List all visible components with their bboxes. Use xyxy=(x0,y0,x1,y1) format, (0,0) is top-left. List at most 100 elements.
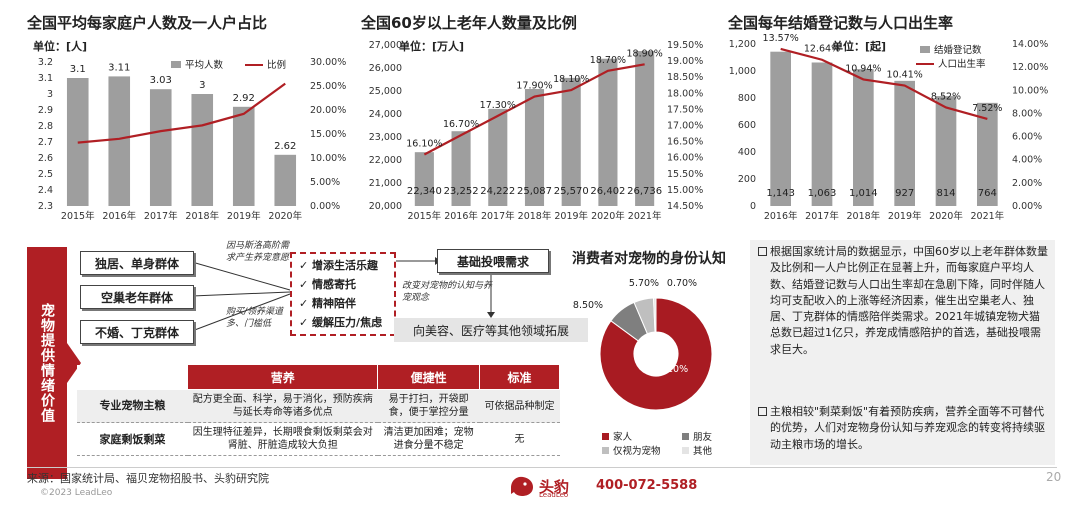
table-row: 专业宠物主粮 配方更全面、科学，易于消化，预防疾病与延长寿命等诸多优点 易于打扫… xyxy=(77,389,560,423)
y2-tick-label: 19.50% xyxy=(667,40,703,51)
bar-value-label: 2.92 xyxy=(233,93,255,104)
legend-bar-label: 平均人数 xyxy=(185,59,224,71)
line-value-label: 18.70% xyxy=(590,55,626,66)
bar-value-label: 927 xyxy=(895,188,914,199)
x-tick-label: 2019年 xyxy=(227,210,261,222)
bar xyxy=(108,76,131,207)
phone-number: 400-072-5588 xyxy=(596,478,698,493)
note-maslow: 因马斯洛高阶需求产生养宠意愿 xyxy=(226,241,290,263)
chart3-marriage: 1,200 1,000 800 600 400 200 0 14.00% 12.00% 10.00… xyxy=(729,34,1048,222)
bar-value-label: 26,736 xyxy=(627,186,662,197)
table-corner xyxy=(77,364,188,390)
bar xyxy=(488,108,508,206)
y-tick-label: 800 xyxy=(738,93,756,104)
x-tick-label: 2018年 xyxy=(846,210,880,222)
summary-bullet-1: 根据国家统计局的数据显示，中国60岁以上老年群体数量及比例和一人户比例正在显著上… xyxy=(758,244,1048,358)
legend-swatch xyxy=(682,433,689,440)
line-series xyxy=(77,82,286,144)
bar xyxy=(853,69,874,206)
legend-bar-swatch xyxy=(171,61,181,68)
row-name: 专业宠物主粮 xyxy=(77,389,188,423)
slice-value-label: 8.50% xyxy=(573,300,603,311)
x-tick-label: 2017年 xyxy=(144,210,178,222)
line-value-label: 16.70% xyxy=(443,119,479,130)
y2-tick-label: 0.00% xyxy=(310,201,340,212)
footer-rule xyxy=(27,467,1057,468)
y2-tick-label: 15.00% xyxy=(310,129,346,140)
y2-tick-label: 17.00% xyxy=(667,121,703,132)
line-value-label: 12.64% xyxy=(804,44,840,55)
y2-tick-label: 5.00% xyxy=(310,177,340,188)
bar-value-label: 1,143 xyxy=(766,188,795,199)
x-tick-label: 2017年 xyxy=(481,210,515,222)
y-tick-label: 2.8 xyxy=(38,121,53,132)
y-tick-label: 600 xyxy=(738,120,756,131)
y2-tick-label: 14.50% xyxy=(667,201,703,212)
bar-value-label: 25,570 xyxy=(554,186,589,197)
table-row: 家庭剩饭剩菜 因生理特征差异，长期喂食剩饭剩菜会对肾脏、肝脏造成较大负担 清洁更… xyxy=(77,422,560,456)
brand-logo: 头豹 LeadLeo xyxy=(509,474,570,499)
x-tick-label: 2021年 xyxy=(970,210,1004,222)
bar-value-label: 2.62 xyxy=(274,141,296,152)
row-name: 家庭剩饭剩菜 xyxy=(77,422,188,456)
cell-nutrition: 配方更全面、科学，易于消化，预防疾病与延长寿命等诸多优点 xyxy=(187,389,378,423)
bar xyxy=(770,51,791,206)
y2-tick-label: 15.00% xyxy=(667,185,703,196)
y2-tick-label: 25.00% xyxy=(310,81,346,92)
slice-value-label: 5.70% xyxy=(629,278,659,289)
bar xyxy=(894,80,915,206)
line-value-label: 16.10% xyxy=(406,138,442,149)
summary-panel: 根据国家统计局的数据显示，中国60岁以上老年群体数量及比例和一人户比例正在显著上… xyxy=(750,240,1055,465)
brand-name: 头豹 xyxy=(539,477,570,496)
donut-title: 消费者对宠物的身份认知 xyxy=(572,251,726,267)
y2-tick-label: 16.50% xyxy=(667,137,703,148)
x-tick-label: 2020年 xyxy=(929,210,963,222)
legend-bar-label: 结婚登记数 xyxy=(934,44,982,56)
legend-line-label: 比例 xyxy=(267,59,286,71)
need-3: ✓ 精神陪伴 xyxy=(299,297,357,310)
x-tick-label: 2015年 xyxy=(61,210,95,222)
basic-feeding-box: 基础投喂需求 xyxy=(437,249,549,273)
cell-convenience: 易于打扫，开袋即食，便于掌控分量 xyxy=(377,389,480,423)
cell-standard: 无 xyxy=(479,422,560,456)
group-single: 独居、单身群体 xyxy=(80,251,194,275)
y-tick-label: 2.9 xyxy=(38,105,53,116)
cell-convenience: 清洁更加困难；宠物进食分量不稳定 xyxy=(377,422,480,456)
note-change: 改变对宠物的认知与养宠观念 xyxy=(402,281,493,303)
bar-value-label: 3.1 xyxy=(70,64,86,75)
bar-value-label: 25,087 xyxy=(517,186,552,197)
x-tick-label: 2019年 xyxy=(554,210,588,222)
legend-label: 家人 xyxy=(613,431,633,443)
y-tick-label: 23,000 xyxy=(369,132,402,143)
y2-tick-label: 4.00% xyxy=(1012,155,1042,166)
y2-tick-label: 18.00% xyxy=(667,88,703,99)
bar-value-label: 1,063 xyxy=(808,188,837,199)
legend-swatch xyxy=(682,447,689,454)
y-tick-label: 2.3 xyxy=(38,201,53,212)
x-tick-label: 2020年 xyxy=(268,210,302,222)
bar-value-label: 3.03 xyxy=(150,75,172,86)
y2-tick-label: 0.00% xyxy=(1012,201,1042,212)
bar-value-label: 24,222 xyxy=(480,186,515,197)
legend-label: 仅视为宠物 xyxy=(613,445,661,457)
y-tick-label: 2.6 xyxy=(38,153,53,164)
x-tick-label: 2016年 xyxy=(764,210,798,222)
line-value-label: 8.52% xyxy=(931,91,961,102)
y2-tick-label: 20.00% xyxy=(310,105,346,116)
legend-line-label: 人口出生率 xyxy=(938,58,986,70)
bar xyxy=(451,131,471,206)
y2-tick-label: 18.50% xyxy=(667,72,703,83)
th-convenience: 便捷性 xyxy=(377,364,481,390)
y-tick-label: 3.1 xyxy=(38,73,53,84)
need-2: ✓ 情感寄托 xyxy=(299,278,357,291)
bar xyxy=(524,88,545,206)
legend-label: 朋友 xyxy=(693,431,713,443)
bar xyxy=(149,89,172,206)
x-tick-label: 2018年 xyxy=(185,210,219,222)
note-channels: 购买/领养渠道多、门槛低 xyxy=(226,307,284,329)
y2-tick-label: 17.50% xyxy=(667,104,703,115)
expand-box: 向美容、医疗等其他领域拓展 xyxy=(394,318,588,342)
th-standard: 标准 xyxy=(479,364,560,390)
donut-slice xyxy=(653,297,657,333)
x-tick-label: 2017年 xyxy=(805,210,839,222)
